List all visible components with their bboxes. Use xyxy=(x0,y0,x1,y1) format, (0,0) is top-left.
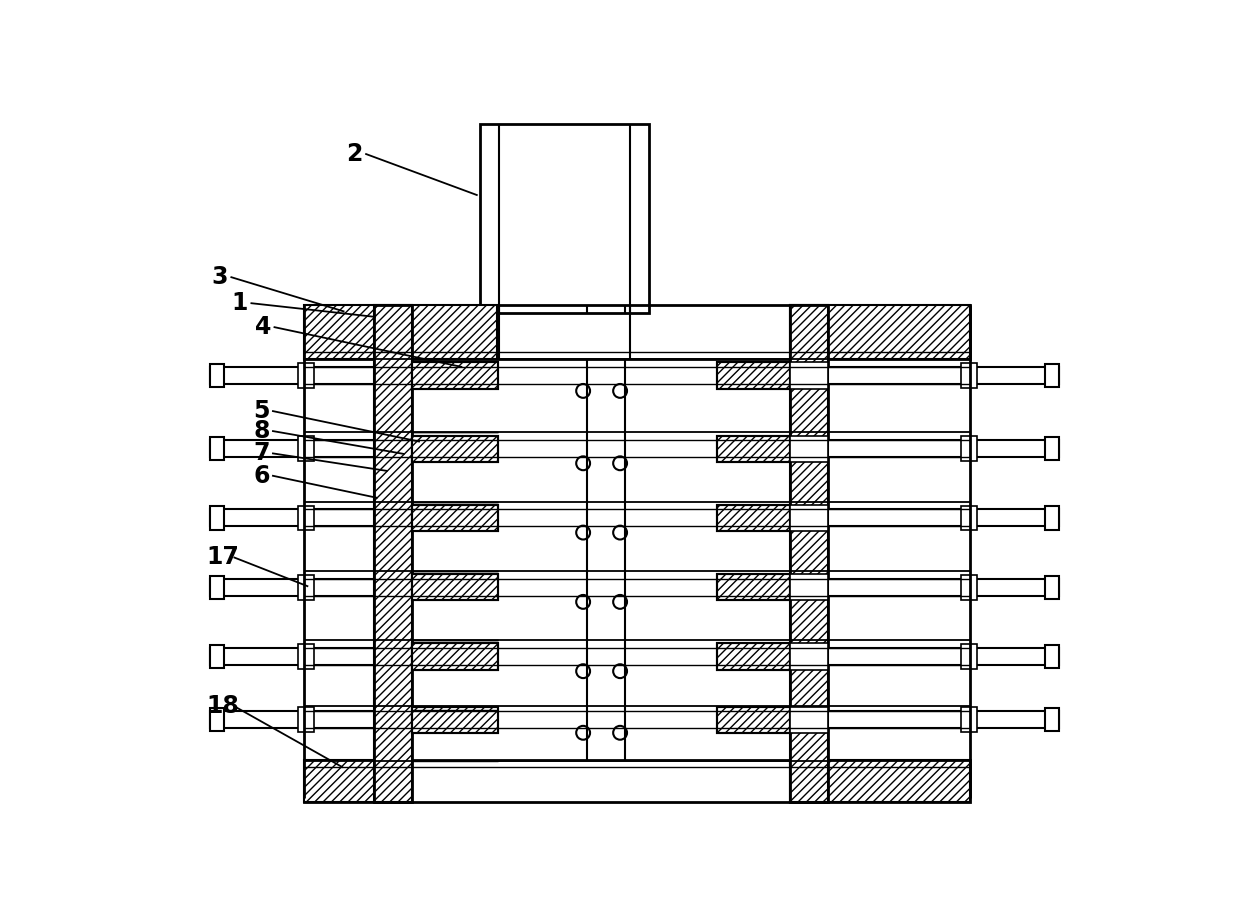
Bar xyxy=(828,509,1059,526)
Bar xyxy=(412,504,498,531)
Bar xyxy=(299,644,314,669)
Bar xyxy=(828,367,1059,384)
Bar xyxy=(790,305,971,359)
Text: 2: 2 xyxy=(346,142,362,165)
Bar xyxy=(412,363,498,388)
Text: 3: 3 xyxy=(212,265,228,289)
Bar xyxy=(299,707,314,732)
Bar xyxy=(304,305,971,359)
Bar xyxy=(790,435,828,462)
Bar xyxy=(412,644,498,670)
Bar xyxy=(299,436,314,461)
Bar xyxy=(373,305,412,802)
Text: 1: 1 xyxy=(232,291,248,315)
Bar xyxy=(717,504,790,531)
Bar xyxy=(717,706,790,733)
Bar xyxy=(211,575,224,599)
Bar xyxy=(299,574,314,600)
Bar xyxy=(412,435,498,462)
Bar xyxy=(412,504,498,531)
Bar xyxy=(790,504,828,531)
Bar xyxy=(961,644,977,669)
Bar xyxy=(828,648,1059,665)
Bar xyxy=(299,505,314,530)
Bar xyxy=(1045,708,1059,731)
Bar xyxy=(211,579,373,595)
Bar xyxy=(790,305,828,802)
Bar xyxy=(211,645,224,668)
Bar xyxy=(717,363,790,388)
Text: 5: 5 xyxy=(253,399,269,423)
Bar xyxy=(717,644,790,670)
Bar xyxy=(790,644,828,670)
Text: 18: 18 xyxy=(206,694,239,718)
Bar xyxy=(304,760,404,802)
Bar xyxy=(717,574,790,600)
Bar xyxy=(717,363,790,388)
Bar xyxy=(412,706,498,733)
Bar xyxy=(790,706,828,733)
Bar xyxy=(211,509,373,526)
Bar xyxy=(412,363,498,388)
Bar xyxy=(717,435,790,462)
Bar xyxy=(299,364,314,388)
Bar xyxy=(1045,645,1059,668)
Bar xyxy=(412,574,498,600)
Bar xyxy=(1045,575,1059,599)
Bar xyxy=(412,435,498,462)
Bar xyxy=(480,125,650,313)
Bar xyxy=(412,574,498,600)
Bar xyxy=(211,711,373,728)
Bar xyxy=(211,648,373,665)
Text: 4: 4 xyxy=(254,315,272,339)
Bar xyxy=(1045,437,1059,460)
Bar xyxy=(1045,506,1059,530)
Bar xyxy=(961,574,977,600)
Bar xyxy=(790,363,828,388)
Bar xyxy=(1045,364,1059,387)
Bar xyxy=(961,707,977,732)
Bar xyxy=(828,711,1059,728)
Bar xyxy=(961,436,977,461)
Bar xyxy=(790,574,828,600)
Bar xyxy=(412,706,498,733)
Bar xyxy=(211,367,373,384)
Text: 8: 8 xyxy=(253,419,269,443)
Bar xyxy=(373,305,412,802)
Bar xyxy=(828,579,1059,595)
Bar xyxy=(717,574,790,600)
Bar xyxy=(211,506,224,530)
Text: 17: 17 xyxy=(206,545,239,569)
Bar xyxy=(211,364,224,387)
Bar xyxy=(211,708,224,731)
Text: 6: 6 xyxy=(253,464,269,487)
Bar xyxy=(961,364,977,388)
Bar xyxy=(304,760,971,802)
Bar xyxy=(717,435,790,462)
Text: 7: 7 xyxy=(253,441,269,465)
Bar xyxy=(412,644,498,670)
Bar xyxy=(717,644,790,670)
Bar xyxy=(961,505,977,530)
Bar xyxy=(828,440,1059,457)
Bar xyxy=(211,440,373,457)
Bar xyxy=(211,437,224,460)
Bar xyxy=(790,760,971,802)
Bar xyxy=(304,305,497,359)
Bar xyxy=(717,504,790,531)
Bar xyxy=(717,706,790,733)
Bar xyxy=(790,305,828,802)
